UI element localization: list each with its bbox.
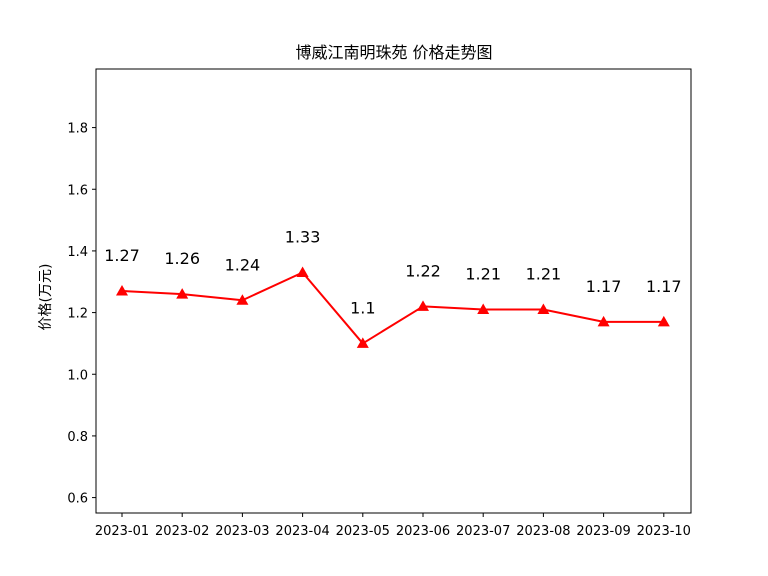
series-line — [121, 271, 664, 345]
data-point-marker — [657, 315, 670, 327]
data-labels-group: 1.27 1.26 1.24 1.33 1.1 1.22 1.21 1.21 1.17 1.17 — [104, 228, 681, 318]
y-tick-label: 1.2 — [67, 307, 88, 322]
x-tick-label: 2023-06 — [396, 524, 450, 539]
x-tick-label: 2023-05 — [336, 524, 390, 539]
data-point-marker — [116, 285, 128, 296]
data-value-label: 1.21 — [465, 265, 501, 284]
data-value-label: 1.26 — [164, 249, 200, 268]
data-point-marker — [597, 315, 610, 327]
y-tick-label: 1.4 — [67, 245, 88, 260]
x-tick-label: 2023-01 — [95, 524, 149, 539]
data-value-label: 1.21 — [526, 265, 562, 284]
data-point-marker — [417, 300, 429, 311]
y-axis-label: 价格(万元) — [38, 264, 54, 331]
data-value-label: 1.1 — [350, 298, 375, 317]
x-tick-label: 2023-08 — [516, 524, 570, 539]
data-point-marker — [356, 337, 369, 348]
data-value-label: 1.22 — [405, 261, 441, 280]
x-tick-label: 2023-04 — [275, 524, 329, 539]
data-point-marker — [477, 303, 490, 314]
data-value-label: 1.33 — [285, 228, 321, 247]
x-tick-label: 2023-03 — [215, 524, 269, 539]
y-tick-label: 0.6 — [67, 492, 88, 507]
x-tick-label: 2023-02 — [155, 524, 209, 539]
x-tick-label: 2023-07 — [456, 524, 510, 539]
series-line-group — [116, 266, 670, 348]
data-value-label: 1.17 — [646, 277, 682, 296]
y-tick-label: 0.8 — [67, 430, 88, 445]
chart-title: 博威江南明珠苑 价格走势图 — [295, 43, 492, 62]
data-point-marker — [296, 266, 309, 277]
x-tick-label: 2023-09 — [576, 524, 630, 539]
axis-ticks: 0.6 0.8 1.0 1.2 1.4 1.6 1.8 2023-01 2023-02 2023-… — [67, 122, 691, 539]
x-tick-label: 2023-10 — [637, 524, 691, 539]
y-tick-label: 1.6 — [67, 183, 88, 198]
y-tick-label: 1.8 — [67, 122, 88, 137]
data-value-label: 1.17 — [586, 277, 622, 296]
data-value-label: 1.24 — [225, 255, 261, 274]
data-point-marker — [236, 294, 249, 305]
data-point-marker — [176, 288, 189, 299]
data-value-label: 1.27 — [104, 246, 140, 265]
data-point-marker — [537, 303, 550, 314]
y-tick-label: 1.0 — [67, 368, 88, 383]
plot-area-frame — [95, 68, 692, 514]
